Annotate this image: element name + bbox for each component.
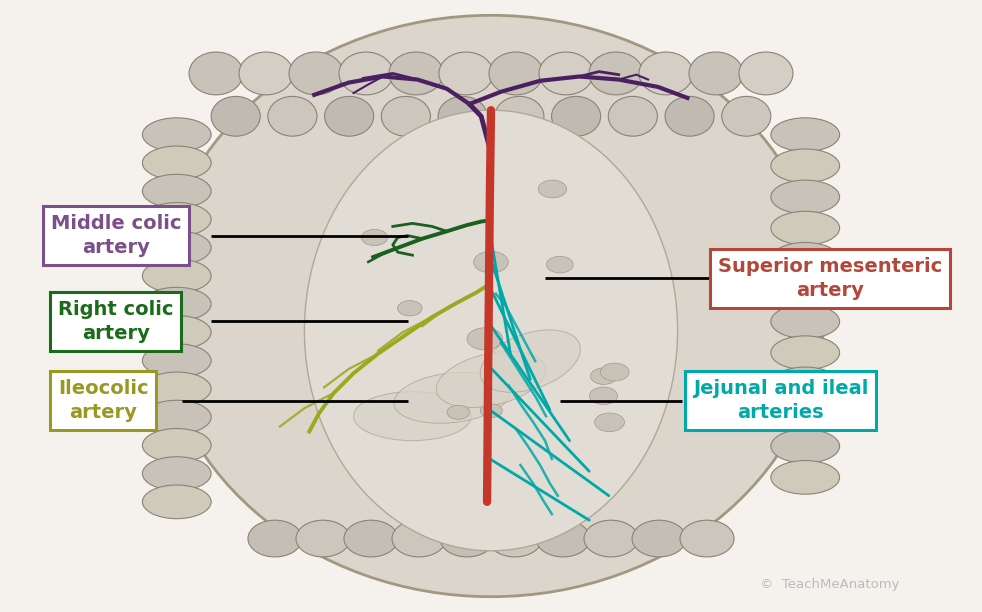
Ellipse shape [771,180,840,214]
Ellipse shape [344,520,398,557]
Ellipse shape [189,52,243,95]
Ellipse shape [771,305,840,338]
Ellipse shape [771,430,840,463]
Ellipse shape [142,287,211,321]
Text: Right colic
artery: Right colic artery [58,300,174,343]
Ellipse shape [436,351,546,408]
Text: Ileocolic
artery: Ileocolic artery [58,379,148,422]
Ellipse shape [680,520,734,557]
Ellipse shape [142,203,211,236]
Ellipse shape [689,52,743,95]
Ellipse shape [639,52,693,95]
Text: ©  TeachMeAnatomy: © TeachMeAnatomy [760,578,900,591]
Circle shape [361,230,388,245]
Ellipse shape [589,52,643,95]
Ellipse shape [142,231,211,264]
Ellipse shape [552,96,601,136]
Ellipse shape [489,52,543,95]
Ellipse shape [440,520,494,557]
Ellipse shape [439,52,493,95]
Ellipse shape [539,52,593,95]
Ellipse shape [142,316,211,349]
Ellipse shape [142,259,211,293]
Ellipse shape [325,96,374,136]
Circle shape [589,387,618,405]
Ellipse shape [632,520,686,557]
Ellipse shape [394,372,510,424]
Ellipse shape [289,52,343,95]
Circle shape [590,368,617,384]
Ellipse shape [480,330,580,392]
Ellipse shape [608,96,657,136]
Ellipse shape [268,96,317,136]
Ellipse shape [495,96,544,136]
Ellipse shape [142,146,211,180]
Ellipse shape [771,398,840,432]
Circle shape [398,300,422,316]
Ellipse shape [142,174,211,208]
Circle shape [447,405,469,419]
Ellipse shape [354,392,471,441]
Ellipse shape [142,428,211,462]
Ellipse shape [142,372,211,406]
Circle shape [467,328,503,350]
Ellipse shape [142,457,211,490]
Ellipse shape [771,242,840,276]
Ellipse shape [771,118,840,151]
Ellipse shape [488,520,542,557]
Ellipse shape [142,400,211,434]
Ellipse shape [536,520,590,557]
Ellipse shape [142,485,211,519]
Circle shape [600,363,629,381]
Ellipse shape [304,110,678,551]
Ellipse shape [771,274,840,307]
Circle shape [473,252,509,273]
Ellipse shape [771,149,840,182]
Ellipse shape [438,96,487,136]
Text: Superior mesenteric
artery: Superior mesenteric artery [718,257,942,300]
Ellipse shape [339,52,393,95]
Ellipse shape [771,460,840,494]
Ellipse shape [665,96,714,136]
Ellipse shape [392,520,446,557]
Ellipse shape [738,52,793,95]
Ellipse shape [157,15,825,597]
Ellipse shape [389,52,443,95]
Ellipse shape [771,336,840,370]
Circle shape [480,404,503,417]
Ellipse shape [296,520,350,557]
Circle shape [538,180,567,198]
Circle shape [595,413,625,431]
Ellipse shape [381,96,430,136]
Ellipse shape [142,118,211,151]
Circle shape [547,256,573,273]
Ellipse shape [239,52,293,95]
Text: Jejunal and ileal
arteries: Jejunal and ileal arteries [693,379,868,422]
Ellipse shape [722,96,771,136]
Ellipse shape [142,344,211,378]
Ellipse shape [584,520,638,557]
Text: Middle colic
artery: Middle colic artery [51,214,181,257]
Ellipse shape [771,211,840,245]
Ellipse shape [771,367,840,401]
Ellipse shape [211,96,260,136]
Ellipse shape [247,520,302,557]
